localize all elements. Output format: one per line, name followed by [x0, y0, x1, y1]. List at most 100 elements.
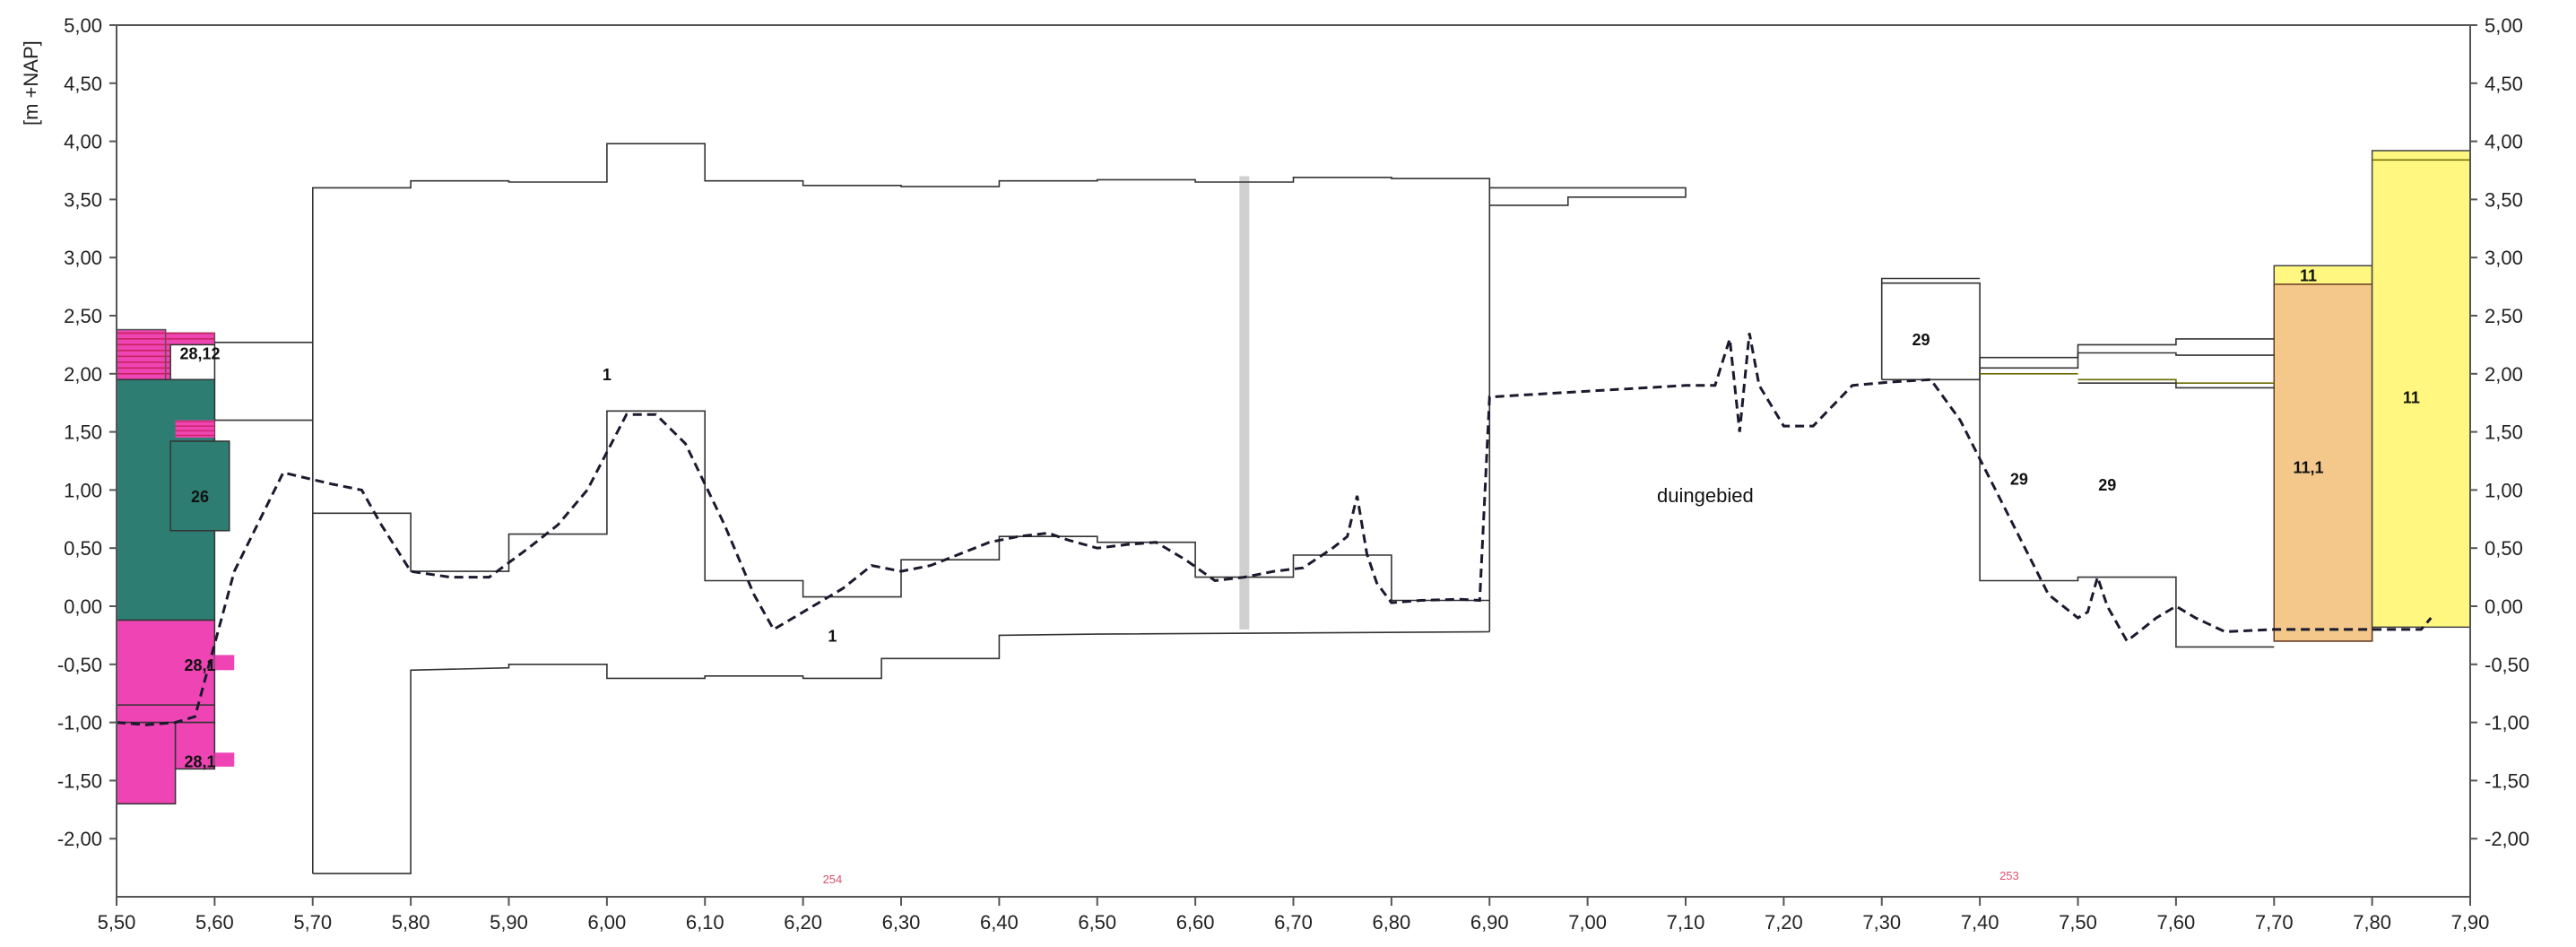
y-tick-label-right: -1,00 [2485, 712, 2529, 734]
y-tick-label-left: 4,00 [64, 131, 102, 153]
pink-tab-2 [214, 752, 235, 767]
outline-29-f [2077, 378, 2275, 385]
x-tick-label: 5,70 [293, 911, 332, 934]
x-tick-label: 7,90 [2451, 911, 2490, 934]
x-tick-label: 6,20 [784, 911, 822, 934]
fills-layer [116, 150, 2471, 805]
annotation-label: 29 [2098, 476, 2116, 494]
plot-frame [116, 24, 2471, 898]
x-tick-label: 6,60 [1176, 911, 1215, 934]
annotation-label: 1 [603, 366, 611, 384]
annotation-label: 28,12 [179, 344, 220, 362]
y-tick-label-right: -2,00 [2485, 828, 2529, 850]
outline-middle-layer [312, 410, 1490, 602]
x-tick-label: 6,80 [1372, 911, 1410, 934]
grey-band [1239, 176, 1250, 630]
x-tick-label: 7,60 [2156, 911, 2195, 934]
x-tick-label: 5,50 [98, 911, 136, 934]
annotation-label: duingebied [1657, 484, 1754, 507]
annotation-label: 29 [2010, 470, 2028, 488]
teal-inner-block [169, 440, 230, 532]
annotation-label: 11 [2300, 267, 2317, 285]
annotation-label: 1 [828, 627, 837, 645]
y-tick-label-left: 2,50 [64, 305, 102, 327]
y-tick-label-left: 3,50 [64, 188, 102, 211]
y-tick-label-right: 1,00 [2485, 479, 2523, 501]
x-tick-label: 7,30 [1862, 911, 1901, 934]
y-tick-label-left: 1,50 [64, 421, 102, 444]
annotation-label: 26 [191, 488, 209, 506]
y-tick-label-left: 3,00 [64, 247, 102, 269]
pink-tab-1 [214, 655, 235, 671]
y-tick-label-left: 5,00 [64, 14, 102, 37]
annotation-label: 254 [823, 873, 843, 886]
x-tick-label: 7,50 [2059, 911, 2097, 934]
y-tick-label-right: 4,00 [2485, 131, 2523, 153]
ticks-layer: 5,00 5,00 4,50 4,50 4,00 4,00 3,50 3,50 3,00 3,00… [57, 14, 2529, 934]
y-tick-label-right: 4,50 [2485, 73, 2523, 95]
x-tick-label: 5,60 [195, 911, 234, 934]
y-tick-label-left: 0,00 [64, 595, 102, 618]
x-tick-label: 6,50 [1078, 911, 1116, 934]
y-tick-label-right: -0,50 [2485, 654, 2529, 676]
y-tick-label-right: 5,00 [2485, 14, 2523, 37]
y-tick-label-left: 0,50 [64, 537, 102, 560]
pink-hatch-band [175, 420, 215, 439]
y-tick-label-right: -1,50 [2485, 769, 2529, 792]
y-tick-label-left: -0,50 [57, 654, 102, 676]
x-tick-label: 6,40 [980, 911, 1019, 934]
outline-top-ext [1489, 187, 1687, 206]
outline-29-g [2077, 382, 2275, 389]
annotation-label: 28,1 [184, 656, 215, 674]
x-tick-label: 6,10 [686, 911, 724, 934]
y-tick-label-right: 1,50 [2485, 421, 2523, 444]
annotation-label: 29 [1912, 331, 1930, 349]
x-tick-label: 6,90 [1470, 911, 1509, 934]
series-line-0 [116, 333, 2433, 726]
x-tick-label: 5,90 [490, 911, 528, 934]
outline-29-a [1880, 277, 1981, 380]
y-tick-label-right: 0,00 [2485, 595, 2523, 618]
annotation-label: 28,1 [184, 752, 215, 770]
pink-top-block [116, 328, 167, 381]
outlines-layer [214, 143, 2275, 874]
y-tick-label-right: 3,50 [2485, 188, 2523, 211]
x-tick-label: 7,00 [1568, 911, 1607, 934]
annotation-label: 11,1 [2294, 458, 2324, 476]
series-layer [116, 333, 2433, 726]
axes-layer [116, 24, 2471, 898]
outline-bottom-layer [312, 630, 1490, 874]
outline-29-d [1980, 352, 2275, 369]
y-tick-label-left: -1,00 [57, 712, 102, 734]
x-tick-label: 5,80 [392, 911, 430, 934]
pink-bottom-block-2 [174, 721, 216, 770]
y-tick-label-left: -1,50 [57, 769, 102, 792]
x-tick-label: 7,40 [1961, 911, 1999, 934]
annotation-label: 253 [1999, 869, 2019, 882]
orange-block [2273, 283, 2373, 642]
x-tick-label: 7,80 [2353, 911, 2391, 934]
y-tick-label-left: 4,50 [64, 73, 102, 95]
y-tick-label-left: -2,00 [57, 828, 102, 850]
outline-29-b [1881, 282, 2275, 648]
y-tick-label-left: 1,00 [64, 479, 102, 501]
x-tick-label: 6,00 [587, 911, 626, 934]
annotation-label: 11 [2403, 389, 2420, 407]
pink-bottom-block [116, 721, 177, 805]
y-tick-label-right: 2,50 [2485, 305, 2523, 327]
outline-29-c [1881, 338, 2275, 381]
y-tick-label-right: 0,50 [2485, 537, 2523, 560]
y-tick-label-left: 2,00 [64, 363, 102, 386]
y-tick-label-right: 3,00 [2485, 247, 2523, 269]
x-tick-label: 7,10 [1667, 911, 1705, 934]
x-tick-label: 6,30 [882, 911, 921, 934]
x-tick-label: 7,70 [2255, 911, 2294, 934]
x-tick-label: 7,20 [1765, 911, 1803, 934]
x-tick-label: 6,70 [1274, 911, 1313, 934]
y-tick-label-right: 2,00 [2485, 363, 2523, 386]
outline-top-layer [311, 143, 1491, 874]
yellow-block-right [2371, 150, 2471, 629]
y-axis-label: [m +NAP] [20, 40, 42, 126]
